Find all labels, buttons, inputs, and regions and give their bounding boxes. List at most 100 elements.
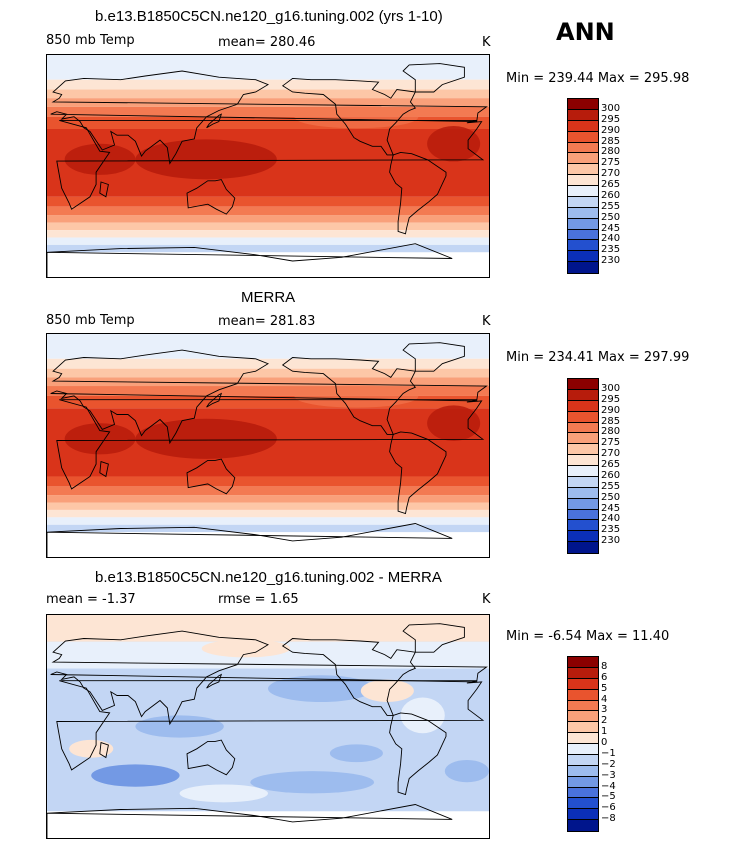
- colorbar-swatch: [568, 542, 598, 553]
- colorbar-swatch: [568, 509, 598, 521]
- colorbar-swatch: [568, 678, 598, 690]
- colorbar-tick-label: 300: [601, 102, 621, 114]
- colorbar-swatch: [568, 400, 598, 412]
- colorbar-swatch: [568, 218, 598, 230]
- colorbar-tick-label: 285: [601, 415, 621, 427]
- colorbar-swatch: [568, 99, 598, 110]
- colorbar-swatch: [568, 164, 598, 176]
- colorbar-tick-label: 230: [601, 535, 621, 547]
- colorbar-tick-label: 280: [601, 426, 621, 438]
- difference-map: [47, 615, 489, 838]
- colorbar-tick-label: 265: [601, 459, 621, 470]
- colorbar-swatch: [568, 776, 598, 788]
- colorbar-swatch: [568, 389, 598, 401]
- colorbar-tick-label: 4: [601, 693, 608, 705]
- colorbar-tick-label: 295: [601, 393, 621, 405]
- colorbar-swatch: [568, 411, 598, 423]
- colorbar-swatch: [568, 722, 598, 734]
- colorbar-tick-label: 240: [601, 513, 621, 525]
- colorbar-swatch: [568, 765, 598, 777]
- colorbar-swatch: [568, 667, 598, 679]
- min-max-label: Min = -6.54 Max = 11.40: [506, 629, 670, 644]
- mean-label: mean= 280.46: [218, 35, 316, 50]
- colorbar-swatch: [568, 700, 598, 712]
- colorbar-swatch: [568, 120, 598, 132]
- colorbar-swatch: [568, 262, 598, 273]
- colorbar-tick-label: −3: [601, 769, 616, 781]
- map-plot: [46, 614, 490, 839]
- colorbar-swatch: [568, 498, 598, 510]
- colorbar-tick-label: 260: [601, 469, 621, 481]
- units-label: K: [482, 35, 491, 50]
- colorbar-tick-label: 270: [601, 168, 621, 180]
- colorbar: [567, 656, 599, 832]
- colorbar-tick-label: 250: [601, 211, 621, 223]
- colorbar-tick-label: 275: [601, 157, 621, 169]
- colorbar-tick-label: 280: [601, 146, 621, 158]
- colorbar-swatch: [568, 520, 598, 532]
- colorbar-swatch: [568, 186, 598, 197]
- colorbar-swatch: [568, 455, 598, 466]
- colorbar-tick-label: 240: [601, 233, 621, 245]
- map-plot: [46, 54, 490, 278]
- colorbar-swatch: [568, 711, 598, 723]
- colorbar-swatch: [568, 466, 598, 477]
- colorbar-tick-label: 285: [601, 135, 621, 147]
- colorbar-tick-label: 1: [601, 726, 608, 738]
- colorbar-swatch: [568, 798, 598, 810]
- colorbar-tick-label: 0: [601, 737, 608, 748]
- colorbar-swatch: [568, 175, 598, 186]
- colorbar-tick-label: 265: [601, 179, 621, 190]
- season-label: ANN: [556, 18, 615, 46]
- colorbar-swatch: [568, 207, 598, 219]
- min-max-label: Min = 234.41 Max = 297.99: [506, 350, 690, 365]
- colorbar-swatch: [568, 229, 598, 241]
- temperature-map: [47, 55, 489, 277]
- colorbar-tick-label: 245: [601, 222, 621, 234]
- colorbar-tick-label: 235: [601, 524, 621, 536]
- variable-label: 850 mb Temp: [46, 313, 135, 328]
- colorbar-tick-label: 255: [601, 480, 621, 492]
- colorbar-tick-label: 270: [601, 448, 621, 460]
- colorbar-tick-label: 290: [601, 404, 621, 416]
- colorbar-tick-label: 255: [601, 200, 621, 212]
- colorbar-swatch: [568, 433, 598, 445]
- colorbar-tick-label: 295: [601, 113, 621, 125]
- colorbar-tick-label: 300: [601, 382, 621, 394]
- colorbar-tick-label: 5: [601, 682, 608, 694]
- colorbar-swatch: [568, 754, 598, 766]
- colorbar-tick-label: 230: [601, 255, 621, 267]
- variable-label: 850 mb Temp: [46, 33, 135, 48]
- colorbar-swatch: [568, 422, 598, 434]
- colorbar-swatch: [568, 733, 598, 744]
- rmse-label: rmse = 1.65: [218, 592, 299, 607]
- units-label: K: [482, 314, 491, 329]
- colorbar-tick-label: 235: [601, 244, 621, 256]
- colorbar: [567, 378, 599, 554]
- colorbar-swatch: [568, 820, 598, 831]
- colorbar: [567, 98, 599, 274]
- colorbar-tick-label: −2: [601, 758, 616, 770]
- colorbar-tick-label: −6: [601, 802, 616, 814]
- panel-title: b.e13.B1850C5CN.ne120_g16.tuning.002 (yr…: [95, 8, 443, 25]
- colorbar-swatch: [568, 476, 598, 488]
- colorbar-swatch: [568, 787, 598, 799]
- colorbar-swatch: [568, 142, 598, 154]
- colorbar-swatch: [568, 379, 598, 390]
- colorbar-tick-label: −4: [601, 780, 616, 792]
- colorbar-tick-label: 250: [601, 491, 621, 503]
- colorbar-swatch: [568, 487, 598, 499]
- colorbar-swatch: [568, 657, 598, 668]
- colorbar-swatch: [568, 809, 598, 821]
- colorbar-tick-label: 6: [601, 671, 608, 683]
- colorbar-swatch: [568, 240, 598, 252]
- colorbar-swatch: [568, 153, 598, 165]
- colorbar-swatch: [568, 744, 598, 755]
- colorbar-tick-label: 3: [601, 704, 608, 716]
- colorbar-tick-label: −8: [601, 813, 616, 825]
- min-max-label: Min = 239.44 Max = 295.98: [506, 71, 690, 86]
- colorbar-tick-label: 290: [601, 124, 621, 136]
- colorbar-tick-label: 8: [601, 660, 608, 672]
- colorbar-tick-label: 2: [601, 715, 608, 727]
- map-plot: [46, 333, 490, 558]
